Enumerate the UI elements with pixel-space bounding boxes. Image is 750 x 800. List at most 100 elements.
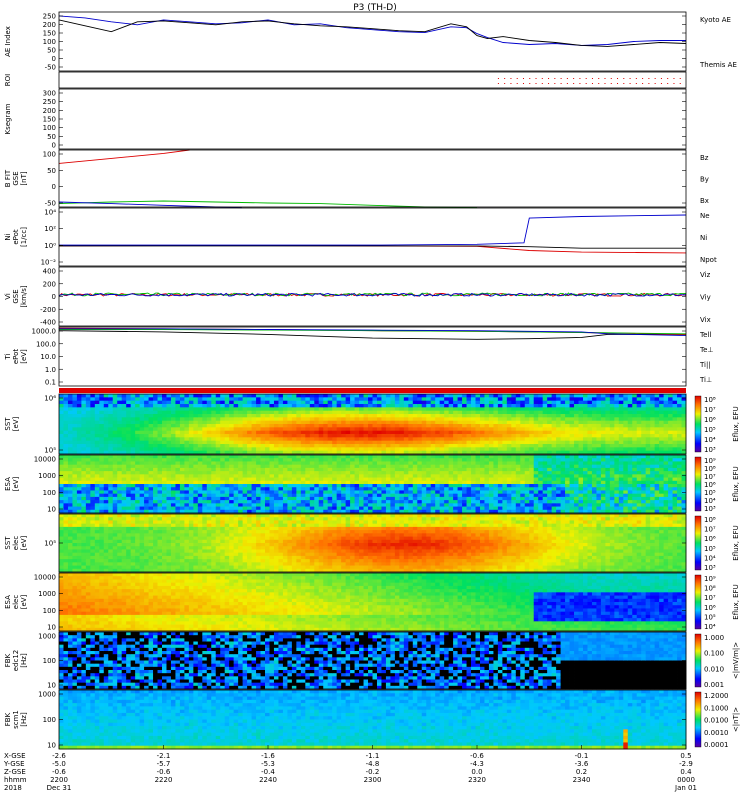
- heatmap-cell: [390, 455, 396, 459]
- heatmap-cell: [363, 496, 369, 501]
- heatmap-cell: [94, 503, 100, 507]
- heatmap-cell: [587, 471, 593, 475]
- heatmap-cell: [233, 427, 239, 432]
- heatmap-cell: [260, 493, 266, 498]
- heatmap-cell: [453, 490, 458, 495]
- heatmap-cell: [130, 493, 136, 498]
- heatmap-cell: [403, 455, 409, 459]
- heatmap-cell: [112, 420, 118, 425]
- heatmap-cell: [556, 420, 561, 425]
- heatmap-cell: [565, 444, 570, 448]
- heatmap-cell: [184, 410, 190, 415]
- heatmap-cell: [269, 455, 275, 459]
- heatmap-cell: [206, 437, 212, 442]
- heatmap-cell: [359, 490, 364, 495]
- heatmap-cell: [363, 444, 369, 448]
- heatmap-cell: [381, 458, 387, 462]
- heatmap-cell: [444, 420, 450, 425]
- heatmap-cell: [453, 427, 458, 432]
- heatmap-cell: [148, 509, 154, 514]
- heatmap-cell: [614, 434, 620, 438]
- heatmap-cell: [103, 461, 109, 466]
- quality-flag-bar: [59, 388, 686, 393]
- heatmap-cell: [215, 407, 221, 412]
- heatmap-cell: [229, 407, 235, 412]
- heatmap-cell: [627, 430, 633, 435]
- heatmap-cell: [67, 487, 73, 491]
- heatmap-cell: [67, 440, 73, 445]
- heatmap-cell: [502, 414, 508, 418]
- heatmap-cell: [511, 410, 517, 415]
- heatmap-cell: [126, 490, 132, 495]
- heatmap-cell: [376, 496, 382, 501]
- heatmap-cell: [659, 450, 665, 455]
- heatmap-cell: [273, 471, 279, 475]
- heatmap-cell: [654, 444, 660, 448]
- heatmap-cell: [81, 434, 87, 438]
- heatmap-cell: [327, 496, 333, 501]
- heatmap-cell: [251, 480, 257, 485]
- heatmap-cell: [524, 450, 530, 455]
- heatmap-cell: [153, 503, 158, 507]
- heatmap-cell: [484, 430, 490, 435]
- heatmap-cell: [368, 417, 373, 422]
- heatmap-cell: [233, 394, 239, 398]
- heatmap-cell: [430, 407, 436, 412]
- heatmap-cell: [179, 458, 185, 462]
- heatmap-cell: [166, 458, 172, 462]
- heatmap-cell: [193, 440, 199, 445]
- heatmap-cell: [444, 450, 450, 455]
- heatmap-cell: [229, 500, 235, 504]
- heatmap-cell: [663, 394, 669, 398]
- heatmap-cell: [233, 455, 239, 459]
- heatmap-cell: [488, 417, 494, 422]
- heatmap-cell: [359, 480, 364, 485]
- heatmap-cell: [417, 420, 423, 425]
- heatmap-cell: [144, 471, 149, 475]
- heatmap-cell: [484, 480, 490, 485]
- heatmap-cell: [287, 447, 293, 452]
- heatmap-cell: [475, 477, 481, 482]
- heatmap-cell: [59, 455, 64, 459]
- heatmap-cell: [569, 444, 575, 448]
- heatmap-cell: [435, 493, 441, 498]
- heatmap-cell: [296, 437, 302, 442]
- heatmap-cell: [618, 404, 624, 408]
- heatmap-cell: [475, 407, 481, 412]
- heatmap-cell: [184, 444, 190, 448]
- heatmap-cell: [439, 394, 445, 398]
- heatmap-cell: [569, 509, 575, 514]
- heatmap-cell: [130, 500, 136, 504]
- heatmap-cell: [206, 404, 212, 408]
- heatmap-cell: [381, 414, 387, 418]
- heatmap-cell: [466, 493, 472, 498]
- heatmap-cell: [650, 404, 656, 408]
- heatmap-cell: [524, 430, 530, 435]
- heatmap-cell: [506, 407, 512, 412]
- heatmap-cell: [359, 437, 364, 442]
- heatmap-cell: [372, 424, 378, 428]
- heatmap-cell: [363, 474, 369, 478]
- heatmap-cell: [233, 434, 239, 438]
- heatmap-cell: [515, 490, 521, 495]
- roi-mark: [548, 78, 550, 79]
- heatmap-cell: [574, 490, 579, 495]
- heatmap-cell: [372, 417, 378, 422]
- heatmap-cell: [175, 500, 181, 504]
- heatmap-cell: [515, 424, 521, 428]
- heatmap-cell: [511, 437, 517, 442]
- heatmap-cell: [130, 464, 136, 469]
- heatmap-cell: [587, 487, 593, 491]
- heatmap-cell: [350, 417, 355, 422]
- heatmap-cell: [439, 447, 445, 452]
- heatmap-cell: [251, 394, 257, 398]
- heatmap-cell: [542, 444, 548, 448]
- heatmap-cell: [493, 424, 499, 428]
- heatmap-cell: [157, 394, 163, 398]
- heatmap-cell: [238, 417, 244, 422]
- heatmap-cell: [287, 417, 293, 422]
- heatmap-cell: [605, 447, 611, 452]
- heatmap-cell: [502, 506, 508, 511]
- heatmap-cell: [475, 404, 481, 408]
